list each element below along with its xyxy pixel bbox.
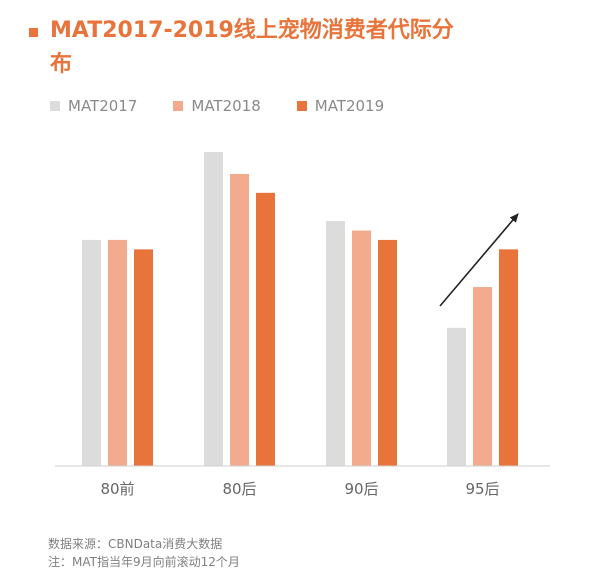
x-tick-label: 80前 xyxy=(100,480,134,498)
bar-mat2019-2 xyxy=(378,239,397,466)
legend-label-mat2017: MAT2017 xyxy=(68,97,138,115)
bar-mat2018-3 xyxy=(473,287,492,466)
chart-title: MAT2017-2019线上宠物消费者代际分布 xyxy=(50,18,454,77)
trend-arrow xyxy=(439,213,519,307)
legend: MAT2017 MAT2018 MAT2019 xyxy=(50,96,420,116)
bar-mat2018-1 xyxy=(230,173,249,467)
title-marker xyxy=(29,28,38,37)
bar-mat2017-0 xyxy=(82,239,101,466)
legend-swatch-mat2018 xyxy=(173,101,184,111)
bar-mat2019-3 xyxy=(499,249,518,466)
bar-mat2019-0 xyxy=(134,249,153,466)
bar-mat2018-2 xyxy=(352,230,371,466)
footnote-source: 数据来源：CBNData消费大数据 xyxy=(48,537,223,551)
bar-mat2017-3 xyxy=(447,327,466,466)
x-tick-label: 90后 xyxy=(344,480,378,498)
x-tick-label: 95后 xyxy=(465,480,499,498)
legend-swatch-mat2017 xyxy=(50,101,60,111)
legend-label-mat2019: MAT2019 xyxy=(314,97,385,115)
bar-mat2019-1 xyxy=(256,192,275,466)
footnote-note: 注：MAT指当年9月向前滚动12个月 xyxy=(48,555,240,569)
legend-item-mat2018: MAT2018 xyxy=(173,97,261,115)
bar-mat2017-2 xyxy=(326,221,345,466)
legend-item-mat2017: MAT2017 xyxy=(50,97,137,115)
x-tick-label: 80后 xyxy=(222,480,256,498)
bar-mat2017-1 xyxy=(204,152,223,466)
legend-label-mat2018: MAT2018 xyxy=(191,97,261,115)
legend-swatch-mat2019 xyxy=(296,101,307,111)
bar-mat2018-0 xyxy=(108,239,127,466)
legend-item-mat2019: MAT2019 xyxy=(296,97,385,115)
